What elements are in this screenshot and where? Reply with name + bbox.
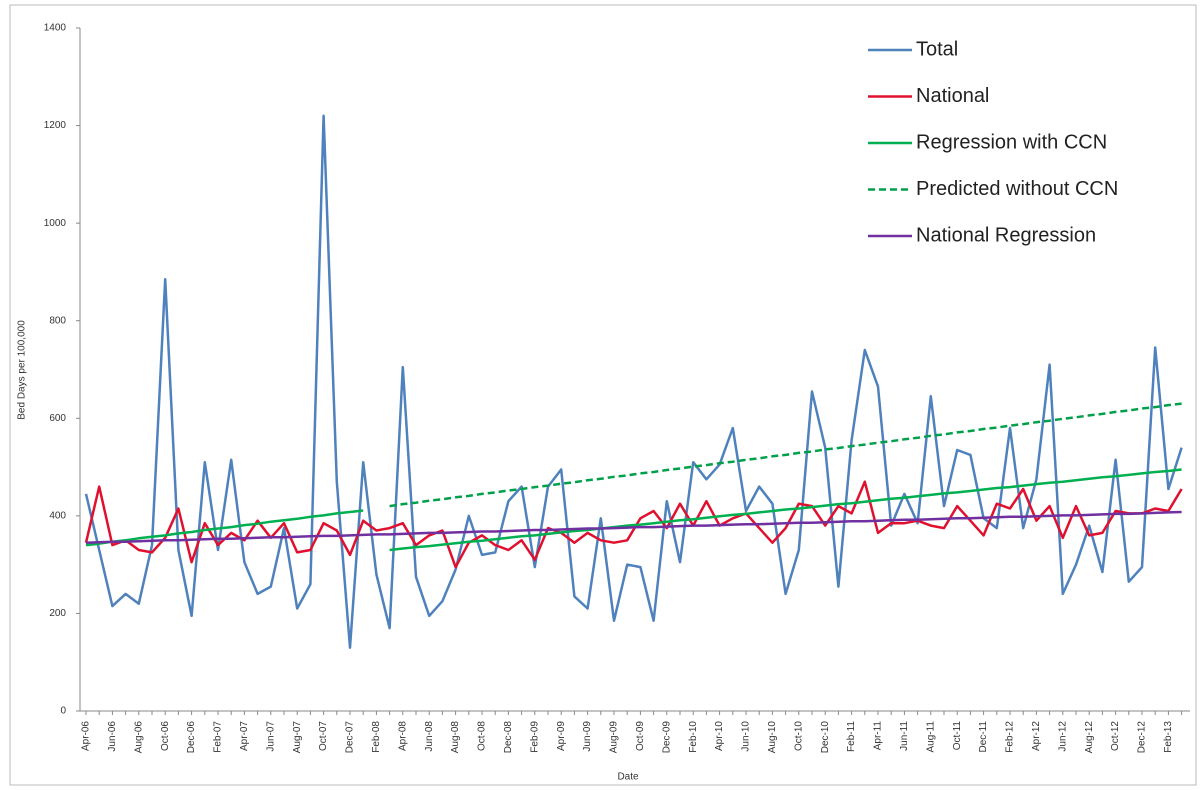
x-tick-label: Dec-10 bbox=[820, 721, 831, 754]
legend-label: Predicted without CCN bbox=[916, 178, 1118, 200]
x-tick-label: Apr-07 bbox=[239, 721, 250, 751]
legend-label: National Regression bbox=[916, 224, 1096, 246]
x-tick-label: Jun-12 bbox=[1057, 721, 1068, 752]
x-tick-label: Oct-11 bbox=[952, 721, 963, 751]
x-tick-label: Feb-08 bbox=[371, 721, 382, 753]
x-tick-label: Apr-08 bbox=[397, 721, 408, 751]
x-tick-label: Aug-09 bbox=[609, 721, 620, 754]
x-tick-label: Jun-06 bbox=[107, 721, 118, 752]
x-tick-label: Dec-11 bbox=[978, 721, 989, 753]
y-tick-label: 400 bbox=[49, 510, 66, 521]
x-tick-label: Jun-10 bbox=[741, 721, 752, 752]
chart-frame bbox=[9, 4, 1197, 786]
x-tick-label: Apr-06 bbox=[81, 721, 92, 751]
x-tick-label: Dec-07 bbox=[345, 721, 356, 754]
x-axis-label: Date bbox=[617, 772, 639, 783]
x-tick-label: Dec-09 bbox=[661, 721, 672, 754]
legend-label: Total bbox=[916, 38, 958, 60]
y-tick-label: 1200 bbox=[44, 120, 67, 131]
x-tick-label: Apr-09 bbox=[556, 721, 567, 751]
y-tick-label: 800 bbox=[49, 315, 66, 326]
x-tick-label: Feb-11 bbox=[846, 721, 857, 752]
x-tick-label: Aug-10 bbox=[767, 721, 778, 754]
y-tick-label: 1000 bbox=[44, 218, 67, 229]
y-tick-label: 0 bbox=[60, 706, 66, 717]
y-tick-label: 200 bbox=[49, 608, 66, 619]
x-tick-label: Dec-12 bbox=[1137, 721, 1148, 754]
x-tick-label: Oct-06 bbox=[160, 721, 171, 751]
x-tick-label: Jun-07 bbox=[265, 721, 276, 752]
x-tick-label: Feb-09 bbox=[529, 721, 540, 753]
x-tick-label: Aug-11 bbox=[925, 721, 936, 753]
series-line bbox=[84, 114, 1183, 649]
y-axis-label: Bed Days per 100,000 bbox=[17, 320, 28, 420]
legend-label: Regression with CCN bbox=[916, 131, 1107, 153]
x-tick-label: Oct-08 bbox=[477, 721, 488, 751]
x-tick-label: Jun-09 bbox=[582, 721, 593, 752]
series-line bbox=[84, 480, 1183, 569]
x-tick-label: Jun-08 bbox=[424, 721, 435, 752]
x-tick-label: Aug-07 bbox=[292, 721, 303, 754]
x-tick-label: Oct-12 bbox=[1110, 721, 1121, 751]
x-tick-label: Oct-10 bbox=[793, 721, 804, 751]
x-tick-label: Feb-13 bbox=[1163, 721, 1174, 753]
x-tick-label: Jun-11 bbox=[899, 721, 910, 751]
y-tick-label: 600 bbox=[49, 413, 66, 424]
series-line bbox=[389, 402, 1182, 508]
x-tick-label: Oct-07 bbox=[318, 721, 329, 751]
y-tick-label: 1400 bbox=[44, 23, 67, 34]
x-tick-label: Apr-12 bbox=[1031, 721, 1042, 751]
x-tick-label: Aug-12 bbox=[1084, 721, 1095, 754]
x-tick-label: Dec-06 bbox=[186, 721, 197, 754]
x-tick-label: Apr-10 bbox=[714, 721, 725, 751]
series-line bbox=[85, 468, 1182, 552]
x-tick-label: Dec-08 bbox=[503, 721, 514, 754]
x-tick-label: Feb-12 bbox=[1005, 721, 1016, 753]
series-line bbox=[85, 510, 1182, 544]
x-tick-label: Feb-10 bbox=[688, 721, 699, 753]
x-tick-label: Feb-07 bbox=[213, 721, 224, 753]
x-tick-label: Aug-06 bbox=[133, 721, 144, 754]
legend-label: National bbox=[916, 85, 989, 107]
x-tick-label: Oct-09 bbox=[635, 721, 646, 751]
x-tick-label: Aug-08 bbox=[450, 721, 461, 754]
x-tick-label: Apr-11 bbox=[873, 721, 884, 751]
